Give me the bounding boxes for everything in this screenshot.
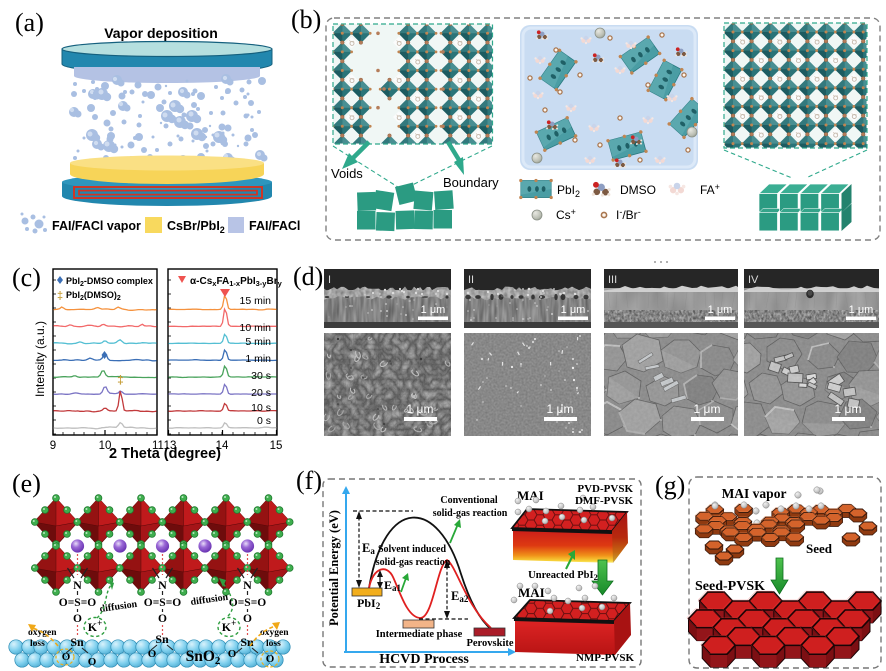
svg-text:15 min: 15 min [239, 295, 271, 307]
svg-text:O: O [148, 648, 157, 660]
svg-text:O: O [73, 613, 82, 625]
svg-text:‡: ‡ [57, 290, 63, 302]
svg-text:14: 14 [216, 440, 229, 452]
svg-text:FAI/FACl vapor: FAI/FACl vapor [52, 219, 141, 233]
svg-text:PbI2-DMSO complex: PbI2-DMSO complex [66, 276, 153, 288]
svg-text:1 μm: 1 μm [849, 304, 874, 316]
svg-text:(g): (g) [655, 471, 685, 500]
svg-text:‡: ‡ [117, 373, 124, 387]
svg-text:Seed-PVSK: Seed-PVSK [695, 579, 765, 594]
svg-text:Intermediate phase: Intermediate phase [376, 629, 463, 640]
svg-text:(b): (b) [291, 5, 321, 34]
svg-text:0 s: 0 s [257, 415, 271, 427]
svg-text:PVD-PVSK: PVD-PVSK [577, 483, 633, 495]
svg-text:diffusion: diffusion [190, 592, 229, 608]
svg-text:Unreacted PbI2: Unreacted PbI2 [528, 570, 598, 582]
svg-text:Sn: Sn [240, 635, 254, 649]
svg-text:1 μm: 1 μm [708, 304, 733, 316]
svg-text:α-CsxFA1-xPbI3-yBry: α-CsxFA1-xPbI3-yBry [190, 276, 283, 288]
svg-text:5 min: 5 min [245, 336, 271, 348]
svg-text:1 μm: 1 μm [547, 402, 574, 416]
svg-text:10: 10 [99, 440, 112, 452]
svg-text:FAI/FACl: FAI/FACl [249, 219, 300, 233]
svg-text:O: O [158, 613, 167, 625]
svg-text:loss: loss [266, 639, 281, 649]
svg-text:(a): (a) [15, 8, 44, 37]
svg-text:CsBr/PbI2: CsBr/PbI2 [167, 219, 225, 235]
svg-text:9: 9 [50, 440, 56, 452]
svg-text:Seed: Seed [806, 541, 833, 556]
svg-text:1 μm: 1 μm [407, 402, 434, 416]
svg-text:K+: K+ [88, 618, 102, 634]
svg-text:DMF-PVSK: DMF-PVSK [575, 495, 633, 507]
svg-text:11: 11 [152, 440, 164, 452]
svg-text:2 Theta (degree): 2 Theta (degree) [109, 446, 221, 462]
svg-text:1 μm: 1 μm [421, 304, 446, 316]
svg-text:Perovskite: Perovskite [466, 638, 513, 649]
svg-text:10 min: 10 min [239, 322, 271, 334]
svg-text:1 min: 1 min [245, 353, 271, 365]
svg-text:(e): (e) [12, 469, 41, 498]
svg-text:Vapor deposition: Vapor deposition [104, 25, 218, 41]
svg-text:Intensity (a.u.): Intensity (a.u.) [33, 321, 47, 397]
svg-text:Sn: Sn [155, 632, 169, 646]
svg-text:solid-gas reaction: solid-gas reaction [376, 557, 451, 568]
svg-text:loss: loss [30, 639, 45, 649]
svg-text:O: O [228, 648, 237, 660]
svg-text:PbI2: PbI2 [357, 596, 381, 611]
svg-text:K+: K+ [222, 618, 236, 634]
svg-text:I: I [328, 274, 331, 286]
svg-text:15: 15 [270, 440, 283, 452]
svg-text:O: O [62, 651, 71, 663]
svg-text:HCVD Process: HCVD Process [379, 652, 469, 667]
svg-text:NMP-PVSK: NMP-PVSK [576, 652, 634, 664]
svg-text:I-/Br-: I-/Br- [616, 207, 641, 222]
svg-text:10 s: 10 s [251, 402, 271, 414]
svg-text:O=S=O: O=S=O [59, 597, 96, 609]
svg-text:Conventional: Conventional [440, 495, 497, 506]
svg-text:30 s: 30 s [251, 370, 271, 382]
svg-text:1 μm: 1 μm [561, 304, 586, 316]
svg-text:PbI2: PbI2 [557, 183, 580, 199]
svg-text:O: O [243, 613, 252, 625]
svg-text:Boundary: Boundary [443, 175, 499, 190]
svg-text:PbI2(DMSO)2: PbI2(DMSO)2 [66, 290, 121, 302]
svg-text:(f): (f) [296, 466, 322, 495]
svg-text:O=S=O: O=S=O [144, 597, 181, 609]
svg-text:Voids: Voids [331, 166, 363, 181]
svg-text:II: II [468, 274, 474, 286]
svg-text:1 μm: 1 μm [694, 402, 721, 416]
svg-text:N: N [73, 578, 82, 592]
svg-text:SnO2: SnO2 [186, 648, 221, 667]
svg-text:diffusion: diffusion [99, 599, 138, 615]
svg-text:(c): (c) [12, 263, 41, 292]
svg-text:III: III [608, 274, 617, 286]
svg-text:Sn: Sn [70, 635, 84, 649]
svg-text:MAI vapor: MAI vapor [722, 486, 787, 501]
svg-text:13: 13 [164, 440, 177, 452]
svg-text:O=S=O: O=S=O [229, 597, 266, 609]
svg-text:Solvent induced: Solvent induced [378, 544, 447, 555]
svg-text:O: O [266, 653, 275, 665]
svg-text:1 μm: 1 μm [835, 402, 862, 416]
svg-text:20 s: 20 s [251, 387, 271, 399]
svg-text:solid-gas reaction: solid-gas reaction [433, 508, 508, 519]
svg-text:Potential Energy (eV): Potential Energy (eV) [327, 510, 341, 626]
svg-text:N: N [158, 578, 167, 592]
svg-text:N: N [243, 578, 252, 592]
svg-text:oxygen: oxygen [260, 628, 289, 638]
svg-text:DMSO: DMSO [620, 183, 656, 197]
svg-text:O: O [88, 656, 97, 668]
svg-text:IV: IV [748, 274, 759, 286]
svg-text:(d): (d) [293, 262, 323, 291]
svg-text:MAI: MAI [518, 585, 545, 600]
